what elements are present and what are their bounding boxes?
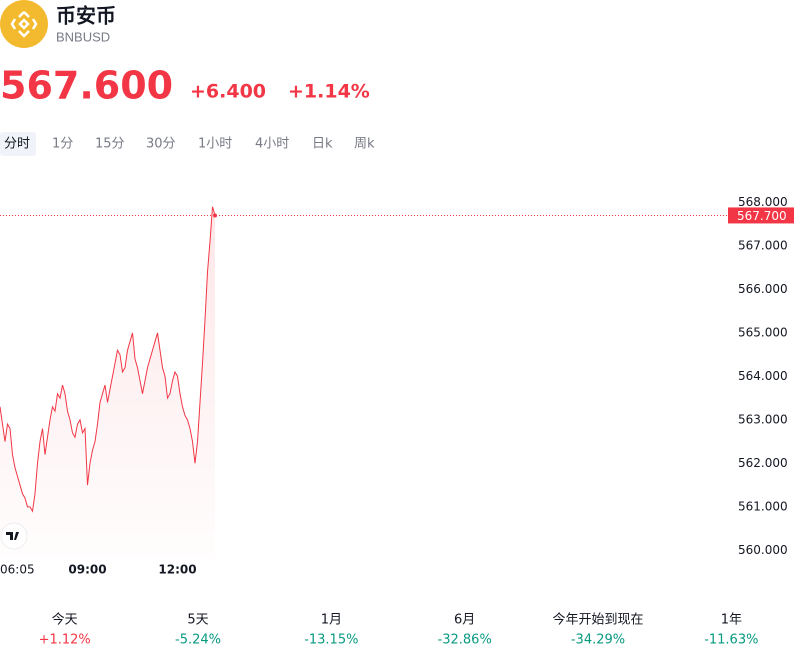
y-tick-label: 563.000 (738, 412, 788, 426)
tab[interactable]: 1分 (52, 137, 73, 152)
tab[interactable]: 4小时 (255, 137, 289, 152)
coin-icon (0, 0, 48, 48)
chart: 560.000 561.000 562.000 563.000 564.000 565.0… (0, 195, 794, 577)
tab-background (0, 132, 36, 156)
tab[interactable]: 日k (312, 137, 333, 152)
price-change-percent: +1.14% (288, 81, 370, 103)
line (0, 206, 216, 513)
y-tick-label: 567.000 (738, 238, 788, 252)
tab-label: 4小时 (255, 137, 289, 152)
period-change: -5.24% (175, 633, 221, 648)
period-label: 5天 (187, 613, 208, 628)
last-price-dot (213, 213, 217, 218)
tab-label: 1小时 (198, 137, 232, 152)
period-label: 1年 (721, 613, 742, 628)
period-change: +1.12% (39, 633, 91, 648)
asset-symbol: BNBUSD (56, 29, 110, 44)
performance: 今天 +1.12% 5天 -5.24% 1月 -13.15% 6月 -32.86% 今年开始到现… (39, 612, 759, 648)
last-price-label: 567.700 (737, 209, 787, 223)
performance-item[interactable]: 6月 -32.86% (438, 613, 492, 648)
tab[interactable]: 1小时 (198, 137, 232, 152)
tab-label: 日k (312, 137, 333, 152)
x-tick-label: 06:05 (0, 563, 35, 577)
price: 567.600 (0, 64, 173, 108)
y-tick-label: 562.000 (738, 456, 788, 470)
period-label: 6月 (454, 613, 475, 628)
coin-logo (10, 11, 38, 38)
area (0, 206, 215, 559)
last-price-box (728, 207, 794, 224)
period-label: 今年开始到现在 (552, 612, 643, 628)
period-change: -34.29% (571, 633, 625, 648)
y-tick-label: 566.000 (738, 282, 788, 296)
tab-label: 分时 (4, 137, 30, 152)
tab-label: 1分 (52, 137, 73, 152)
y-tick-label: 560.000 (738, 543, 788, 557)
tab-label: 周k (354, 137, 375, 152)
tab-label: 15分 (95, 137, 125, 152)
tab[interactable]: 30分 (146, 137, 176, 152)
period-change: -13.15% (304, 633, 358, 648)
tab-label: 30分 (146, 137, 176, 152)
tradingview-logo (0, 522, 28, 550)
asset-name: 币安币 (56, 4, 116, 28)
y-tick-label: 561.000 (738, 499, 788, 513)
x-tick-label: 12:00 (158, 563, 196, 577)
x-tick-label: 09:00 (68, 563, 106, 577)
y-tick-label: 564.000 (738, 369, 788, 383)
period-change: -11.63% (704, 633, 758, 648)
tabs: 分时 1分 15分 30分 1小时 4小时 日k 周k (0, 132, 375, 156)
performance-item[interactable]: 1年 -11.63% (704, 613, 758, 648)
tab[interactable]: 分时 (0, 132, 36, 156)
tab[interactable]: 周k (354, 137, 375, 152)
performance-item[interactable]: 1月 -13.15% (304, 613, 358, 648)
performance-item[interactable]: 5天 -5.24% (175, 613, 221, 648)
performance-item[interactable]: 今年开始到现在 -34.29% (552, 612, 643, 648)
y-tick-label: 568.000 (738, 195, 788, 209)
period-label: 1月 (321, 613, 342, 628)
period-change: -32.86% (438, 633, 492, 648)
period-label: 今天 (52, 612, 78, 628)
tab[interactable]: 15分 (95, 137, 125, 152)
price-change: +6.400 (190, 81, 266, 103)
y-tick-label: 565.000 (738, 325, 788, 339)
performance-item[interactable]: 今天 +1.12% (39, 612, 91, 648)
